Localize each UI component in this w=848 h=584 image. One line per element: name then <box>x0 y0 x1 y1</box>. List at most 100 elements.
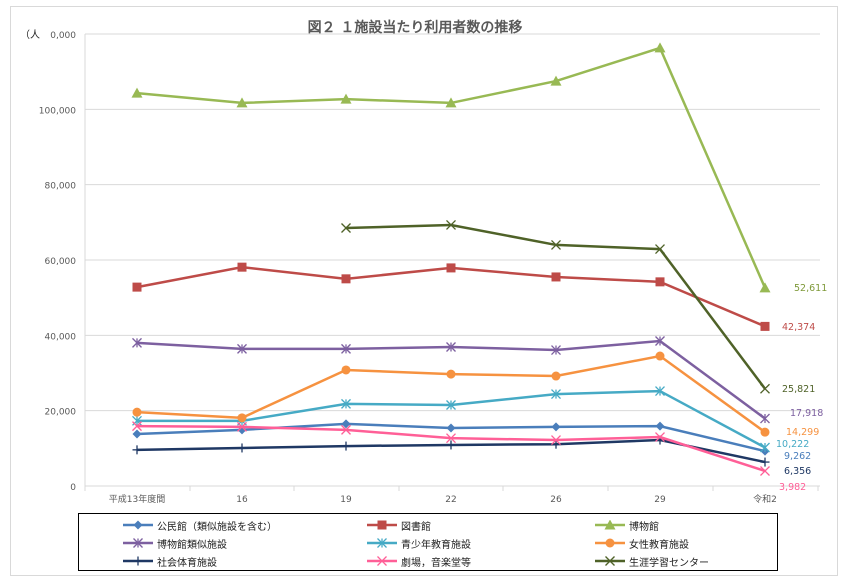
marker-stroke <box>551 435 561 446</box>
data-point <box>605 556 615 566</box>
data-point <box>551 239 561 250</box>
data-point <box>550 75 562 86</box>
legend: 公民館（類似施設を含む） 図書館 博物館博物館類似施設 青少年教育施設 女性教育施設社会… <box>78 513 778 571</box>
legend-label: 公民館（類似施設を含む） <box>157 521 277 533</box>
data-label: 14,299 <box>786 427 819 438</box>
data-point <box>341 424 351 435</box>
data-point <box>446 433 456 444</box>
marker-stroke <box>446 220 456 230</box>
data-label: 52,611 <box>794 283 827 294</box>
data-point <box>237 262 247 272</box>
data-point <box>237 443 247 453</box>
data-label: 6,356 <box>784 466 811 477</box>
data-point <box>655 432 665 442</box>
y-tick-label: 60,000 <box>45 257 77 267</box>
x-tick-label: 19 <box>340 495 352 505</box>
data-point <box>655 386 665 397</box>
data-point <box>446 423 456 433</box>
legend-label: 図書館 <box>401 521 431 533</box>
legend-label: 青少年教育施設 <box>401 539 471 551</box>
marker-stroke <box>551 239 561 250</box>
data-point <box>551 389 561 400</box>
series-line <box>345 223 766 390</box>
data-point <box>446 220 456 230</box>
marker-stroke <box>377 556 387 566</box>
legend-item: 社会体育施設 <box>123 552 367 570</box>
data-point <box>341 398 351 409</box>
series-line <box>136 46 767 289</box>
data-label: 17,918 <box>790 408 823 419</box>
data-point <box>237 421 247 432</box>
marker-stroke <box>655 244 665 255</box>
data-point <box>132 445 142 455</box>
data-point <box>133 520 143 530</box>
legend-label: 生涯学習センター <box>629 557 709 569</box>
series-1: 42,374 <box>132 262 815 333</box>
series-2: 52,611 <box>131 42 827 294</box>
legend-swatch <box>595 556 625 566</box>
y-tick-label: 40,000 <box>45 332 77 342</box>
legend-swatch <box>367 556 397 566</box>
data-point <box>237 343 247 354</box>
data-point <box>446 263 456 273</box>
legend-swatch <box>123 556 153 566</box>
data-point <box>132 421 142 432</box>
data-point <box>133 538 143 548</box>
data-point <box>760 466 770 476</box>
data-point <box>446 369 456 379</box>
marker-stroke <box>446 433 456 444</box>
x-tick-label: 令和2 <box>753 493 777 505</box>
chart-frame <box>10 6 838 576</box>
data-label: 3,982 <box>779 482 806 493</box>
legend-item: 博物館類似施設 <box>123 534 367 552</box>
series-4: 10,222 <box>132 386 809 453</box>
x-tick-label: 22 <box>445 495 456 505</box>
data-point <box>131 87 143 98</box>
data-point <box>446 342 456 352</box>
legend-item: 青少年教育施設 <box>367 534 595 552</box>
x-tick-label: 29 <box>654 495 666 505</box>
legend-label: 博物館 <box>629 521 659 533</box>
legend-item: 生涯学習センター <box>595 552 821 570</box>
y-tick-label: 80,000 <box>45 182 77 192</box>
series-3: 17,918 <box>132 336 823 424</box>
data-point <box>340 93 352 104</box>
chart-title: 図２ １施設当たり利用者数の推移 <box>308 19 523 36</box>
legend-label: 社会体育施設 <box>157 557 217 569</box>
data-point <box>760 321 770 331</box>
data-point <box>605 538 615 548</box>
series-line <box>136 265 766 328</box>
data-point <box>760 383 770 394</box>
y-tick-label: 100,000 <box>39 106 76 116</box>
marker-stroke <box>237 421 247 432</box>
legend-item: 図書館 <box>367 516 595 534</box>
data-point <box>341 365 351 375</box>
data-point <box>655 336 665 346</box>
data-point <box>760 427 770 437</box>
data-point <box>654 42 666 53</box>
data-point <box>132 429 142 439</box>
y-tick-label: 0 <box>70 483 76 493</box>
data-point <box>377 556 387 566</box>
data-point <box>341 419 351 429</box>
data-point <box>551 272 561 282</box>
legend-label: 劇場，音楽堂等 <box>401 557 471 569</box>
data-point <box>655 277 665 287</box>
data-point <box>446 400 456 410</box>
marker-stroke <box>132 421 142 432</box>
data-point <box>551 371 561 381</box>
data-point <box>551 345 561 355</box>
legend-swatch <box>123 538 153 548</box>
x-tick-label: 16 <box>236 495 248 505</box>
data-point <box>132 337 142 348</box>
y-tick-label: 20,000 <box>45 408 77 418</box>
data-point <box>377 538 387 548</box>
data-label: 9,262 <box>784 451 811 462</box>
data-point <box>132 407 142 417</box>
data-point <box>445 97 457 108</box>
legend-label: 女性教育施設 <box>629 539 689 551</box>
legend-swatch <box>595 538 625 548</box>
data-point <box>377 520 387 530</box>
y-axis-label: （人 <box>20 29 40 41</box>
